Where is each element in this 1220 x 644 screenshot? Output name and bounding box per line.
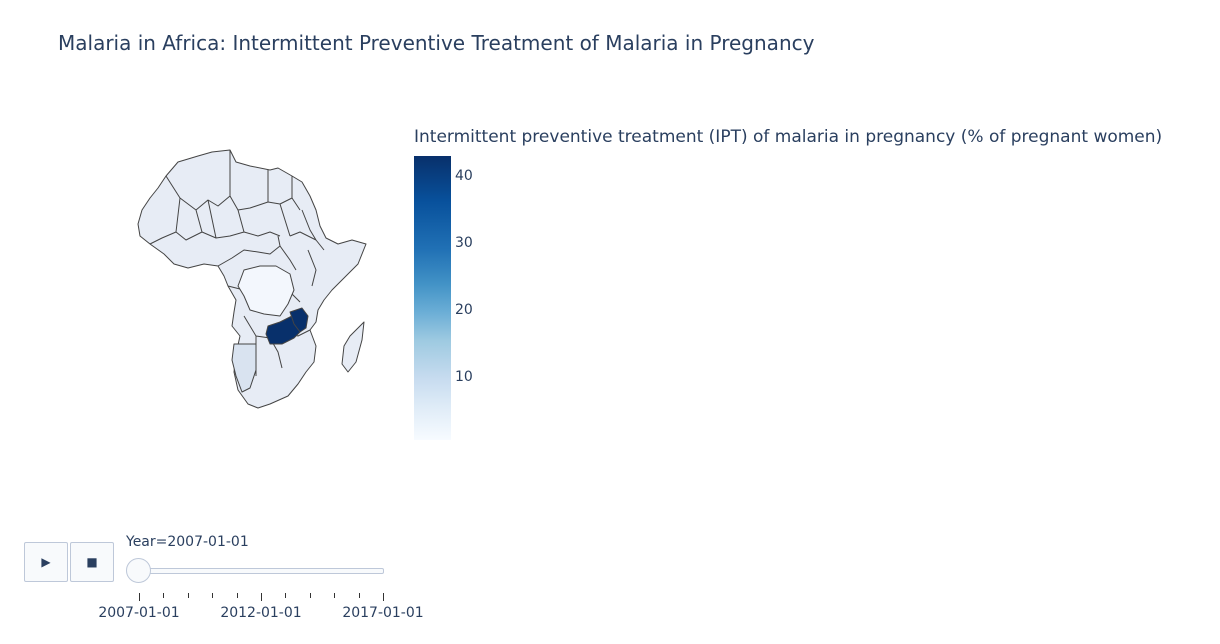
slider-tick xyxy=(358,593,360,598)
slider-tick xyxy=(285,593,287,598)
country-madagascar[interactable] xyxy=(341,321,365,373)
slider-tick-label[interactable]: 2012-01-01 xyxy=(220,605,302,621)
slider-tick xyxy=(187,593,189,598)
country-namibia[interactable] xyxy=(231,343,257,393)
slider-tick xyxy=(261,593,262,601)
slider-tick xyxy=(212,593,214,598)
chart-title: Malaria in Africa: Intermittent Preventi… xyxy=(58,31,815,55)
slider-current-value: Year=2007-01-01 xyxy=(126,534,249,550)
country-zambia[interactable] xyxy=(265,315,303,345)
slider-tick xyxy=(334,593,336,598)
play-icon: ▶ xyxy=(41,555,51,569)
colorbar-tick-30: 30 xyxy=(455,235,473,251)
colorbar-tick-20: 20 xyxy=(455,302,473,318)
slider-tick xyxy=(163,593,165,598)
slider-tick-label[interactable]: 2017-01-01 xyxy=(342,605,424,621)
country-dr-congo[interactable] xyxy=(237,265,295,317)
stop-button[interactable]: ■ xyxy=(70,542,114,582)
slider-tick xyxy=(139,593,140,601)
colorbar-tick-10: 10 xyxy=(455,369,473,385)
stop-icon: ■ xyxy=(86,555,98,569)
slider-tick xyxy=(383,593,384,601)
colorbar-tick-40: 40 xyxy=(455,168,473,184)
slider-tick xyxy=(236,593,238,598)
slider-handle[interactable] xyxy=(126,558,151,583)
colorbar xyxy=(414,156,451,440)
slider-tick-label[interactable]: 2007-01-01 xyxy=(98,605,180,621)
slider-tick xyxy=(309,593,311,598)
colorbar-title: Intermittent preventive treatment (IPT) … xyxy=(414,127,1163,147)
play-button[interactable]: ▶ xyxy=(24,542,68,582)
country-malawi[interactable] xyxy=(289,307,309,333)
africa-map[interactable] xyxy=(120,140,390,430)
slider-rail[interactable] xyxy=(128,568,384,574)
